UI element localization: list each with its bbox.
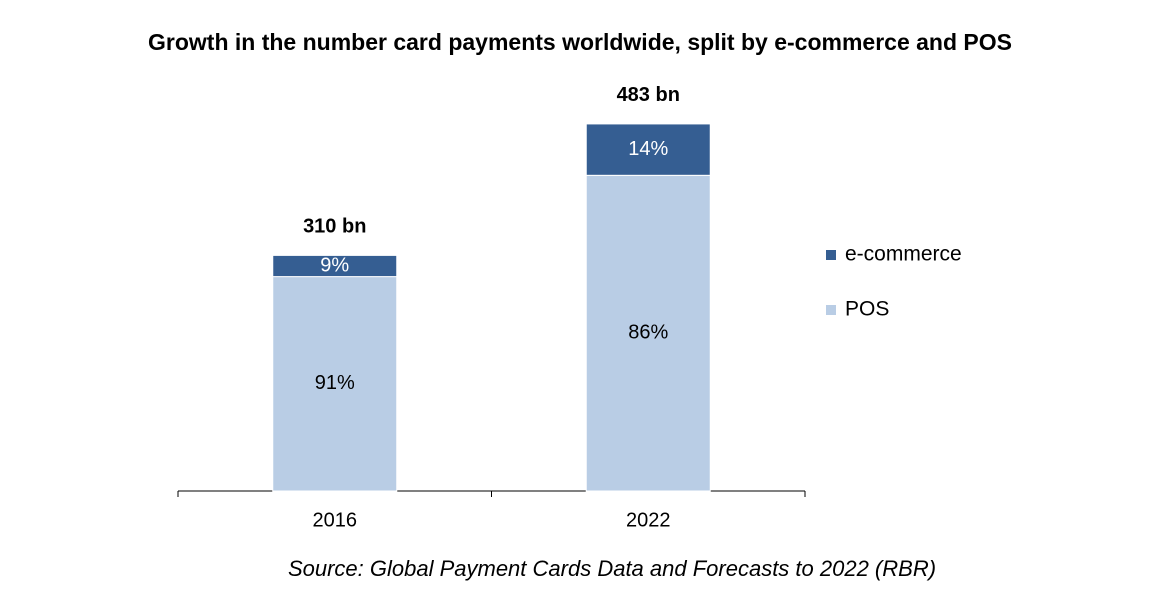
data-label: 86% bbox=[628, 321, 668, 343]
chart-title: Growth in the number card payments world… bbox=[148, 29, 1012, 55]
data-label: 91% bbox=[315, 372, 355, 394]
legend-label: POS bbox=[845, 298, 889, 321]
bar-segment bbox=[272, 254, 398, 278]
total-label: 483 bn bbox=[617, 84, 680, 106]
x-tick-label: 2022 bbox=[626, 509, 671, 531]
legend-swatch bbox=[826, 250, 836, 260]
source-note: Source: Global Payment Cards Data and Fo… bbox=[288, 556, 936, 581]
total-label: 310 bn bbox=[303, 216, 366, 238]
data-label: 14% bbox=[628, 138, 668, 160]
bar-segment bbox=[585, 123, 711, 176]
x-tick-label: 2016 bbox=[313, 509, 358, 531]
legend-label: e-commerce bbox=[845, 243, 962, 266]
bar-segment bbox=[272, 276, 398, 492]
data-label: 9% bbox=[320, 254, 349, 276]
bar-segment bbox=[585, 174, 711, 492]
legend-swatch bbox=[826, 305, 836, 315]
